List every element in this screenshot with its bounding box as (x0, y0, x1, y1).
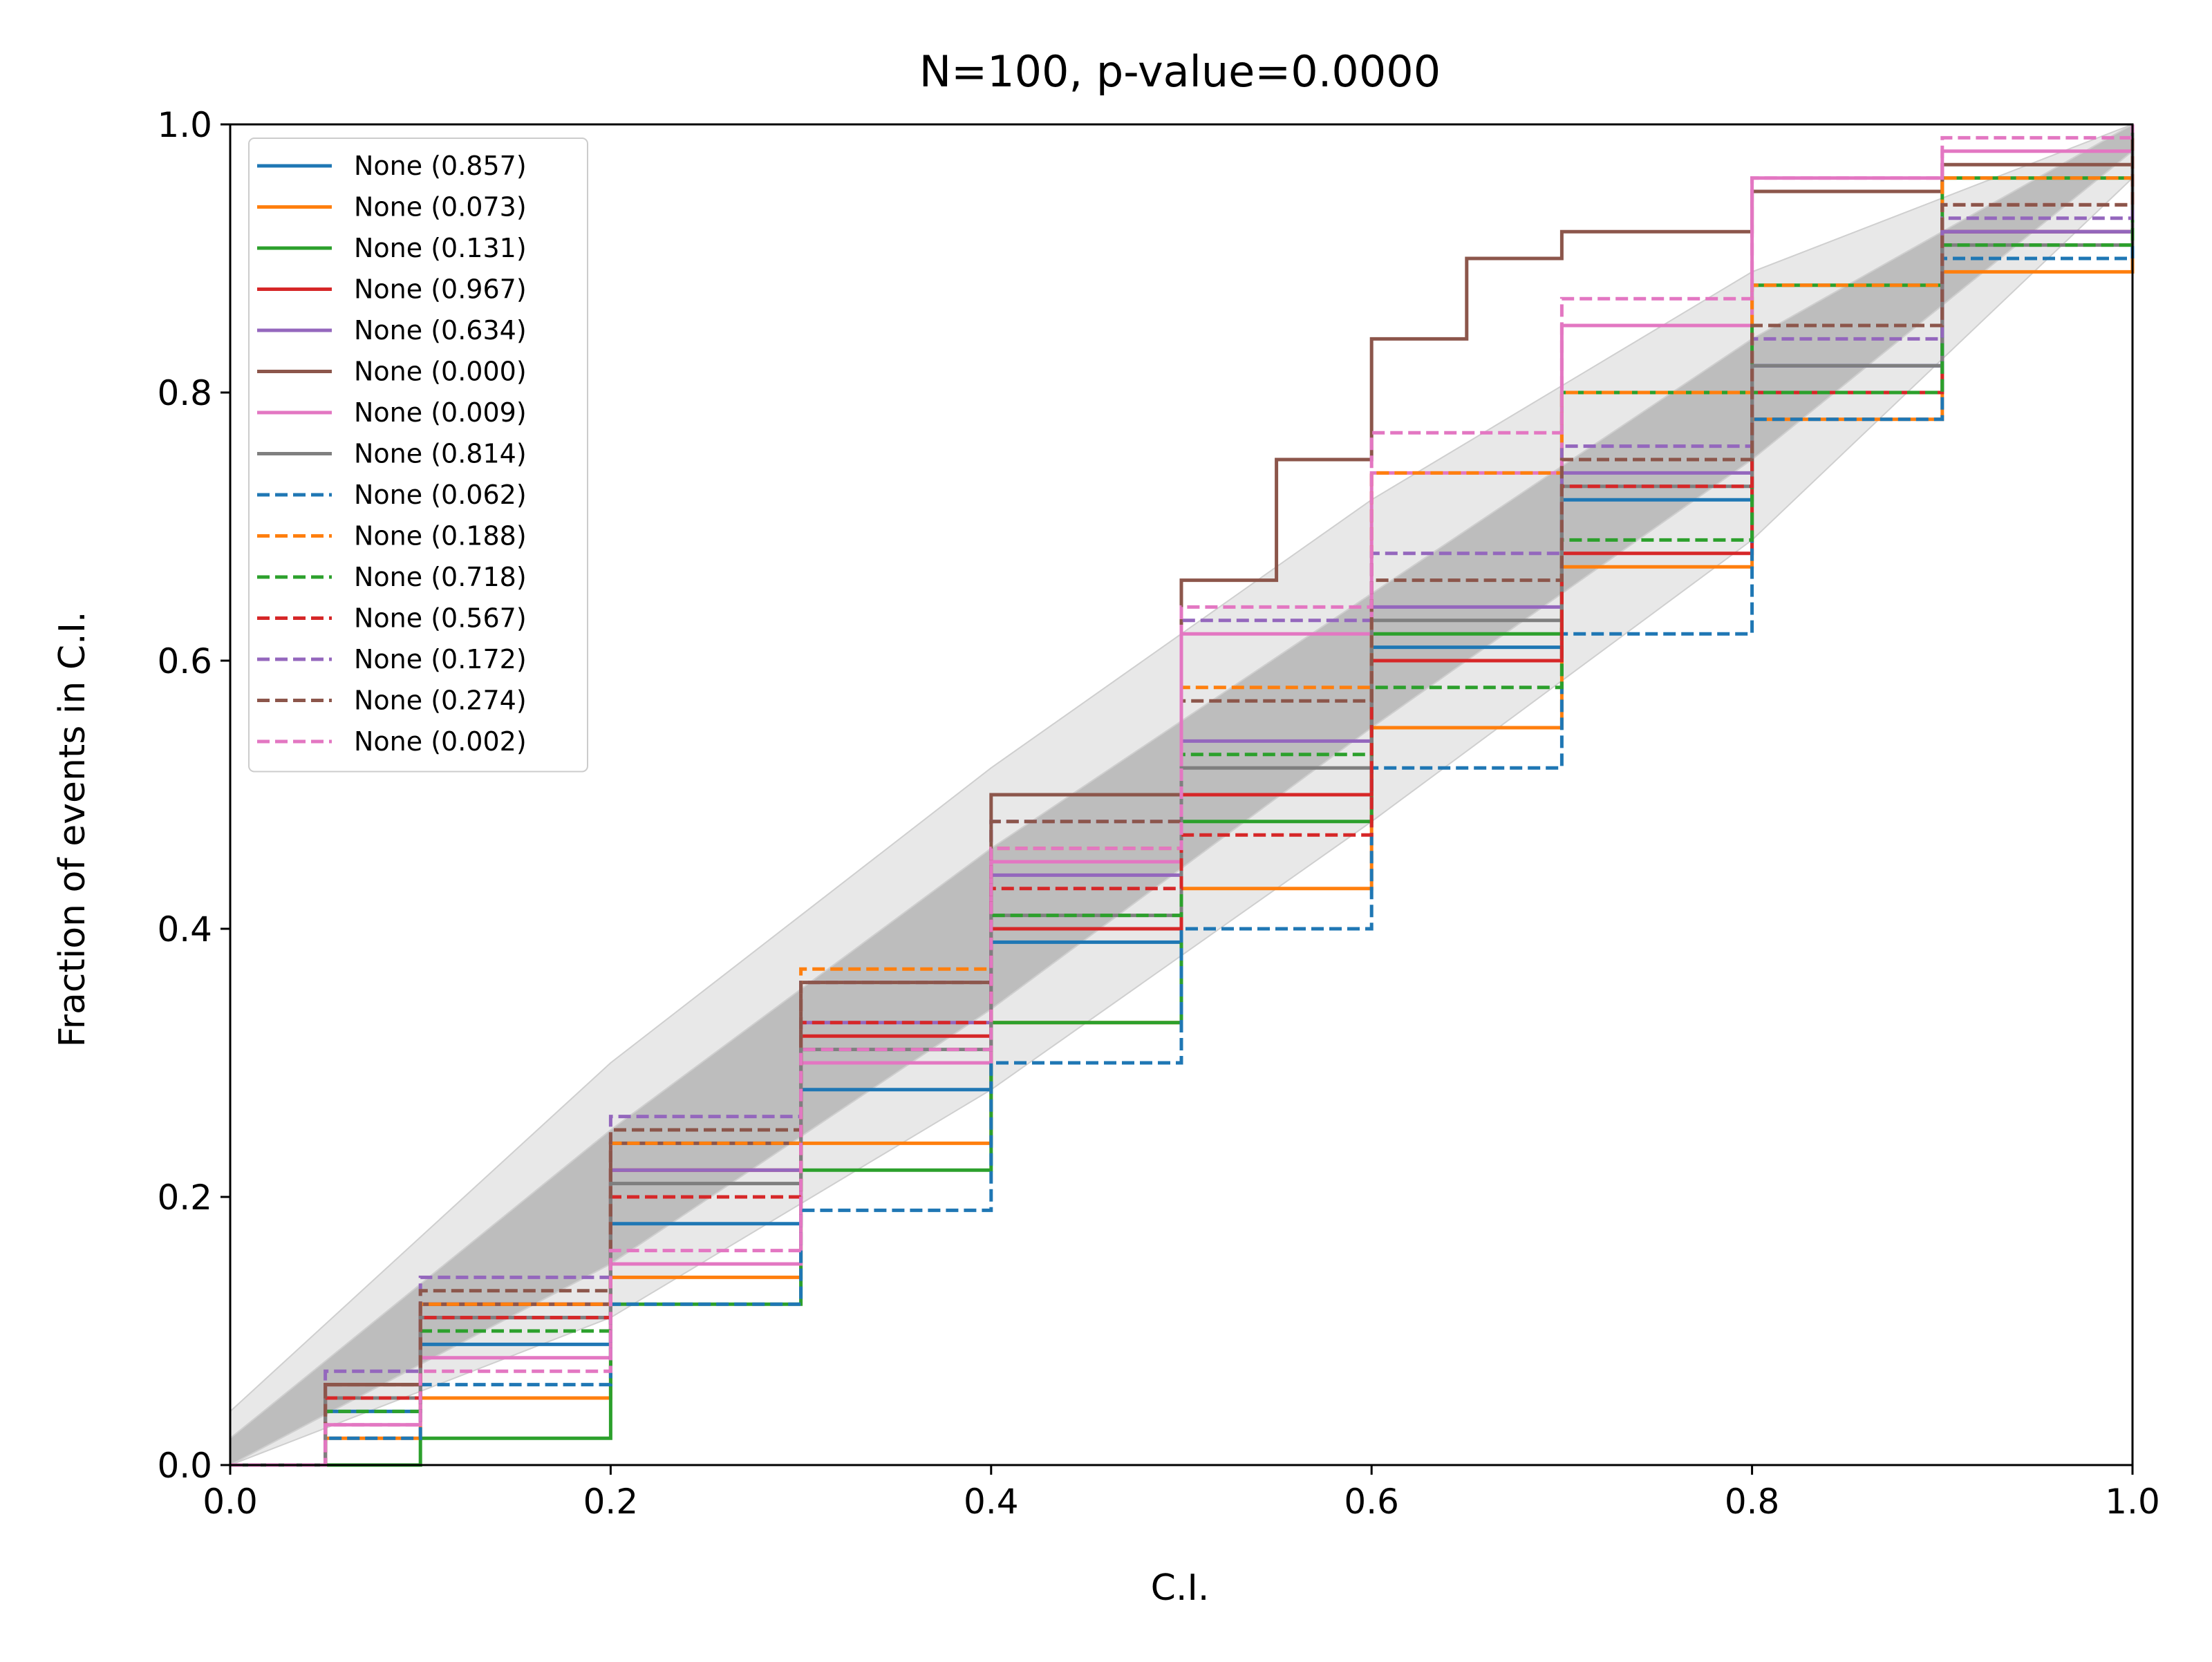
legend-label: None (0.857) (354, 151, 527, 181)
x-axis-label: C.I. (1151, 1567, 1210, 1609)
legend-label: None (0.567) (354, 603, 527, 634)
legend-label: None (0.634) (354, 315, 527, 346)
series-line-15 (230, 124, 2135, 1467)
y-tick-label: 0.8 (157, 373, 212, 413)
legend-label: None (0.000) (354, 357, 527, 387)
legend-label: None (0.814) (354, 439, 527, 469)
legend-label: None (0.718) (354, 562, 527, 592)
x-axis-ticks: 0.0 0.2 0.4 0.6 0.8 1.0 (203, 1465, 2160, 1522)
series-line-14 (230, 124, 2135, 1467)
legend-label: None (0.967) (354, 274, 527, 305)
legend: None (0.857) None (0.073) None (0.131) None… (248, 138, 588, 773)
legend-label: None (0.131) (354, 233, 527, 263)
chart-title: N=100, p-value=0.0000 (919, 46, 1441, 97)
x-tick-label: 0.4 (964, 1482, 1019, 1522)
legend-label: None (0.172) (354, 644, 527, 674)
legend-box (248, 138, 588, 773)
y-axis-ticks: 0.0 0.2 0.4 0.6 0.8 1.0 (157, 105, 230, 1486)
y-tick-label: 0.4 (157, 909, 212, 950)
y-axis-label: Fraction of events in C.I. (52, 611, 93, 1047)
y-tick-label: 0.2 (157, 1178, 212, 1218)
legend-label: None (0.188) (354, 521, 527, 551)
legend-label: None (0.073) (354, 192, 527, 223)
legend-label: None (0.274) (354, 686, 527, 716)
legend-label: None (0.062) (354, 480, 527, 510)
x-tick-label: 0.0 (203, 1482, 258, 1522)
legend-label: None (0.002) (354, 726, 527, 757)
y-tick-label: 0.0 (157, 1446, 212, 1486)
plot-area-frame (229, 123, 2134, 1466)
x-tick-label: 1.0 (2105, 1482, 2160, 1522)
x-tick-label: 0.8 (1725, 1482, 1780, 1522)
series-lines (230, 124, 2135, 1467)
x-tick-label: 0.6 (1344, 1482, 1399, 1522)
y-tick-label: 1.0 (157, 105, 212, 145)
legend-label: None (0.009) (354, 397, 527, 428)
y-tick-label: 0.6 (157, 641, 212, 681)
x-tick-label: 0.2 (583, 1482, 639, 1522)
